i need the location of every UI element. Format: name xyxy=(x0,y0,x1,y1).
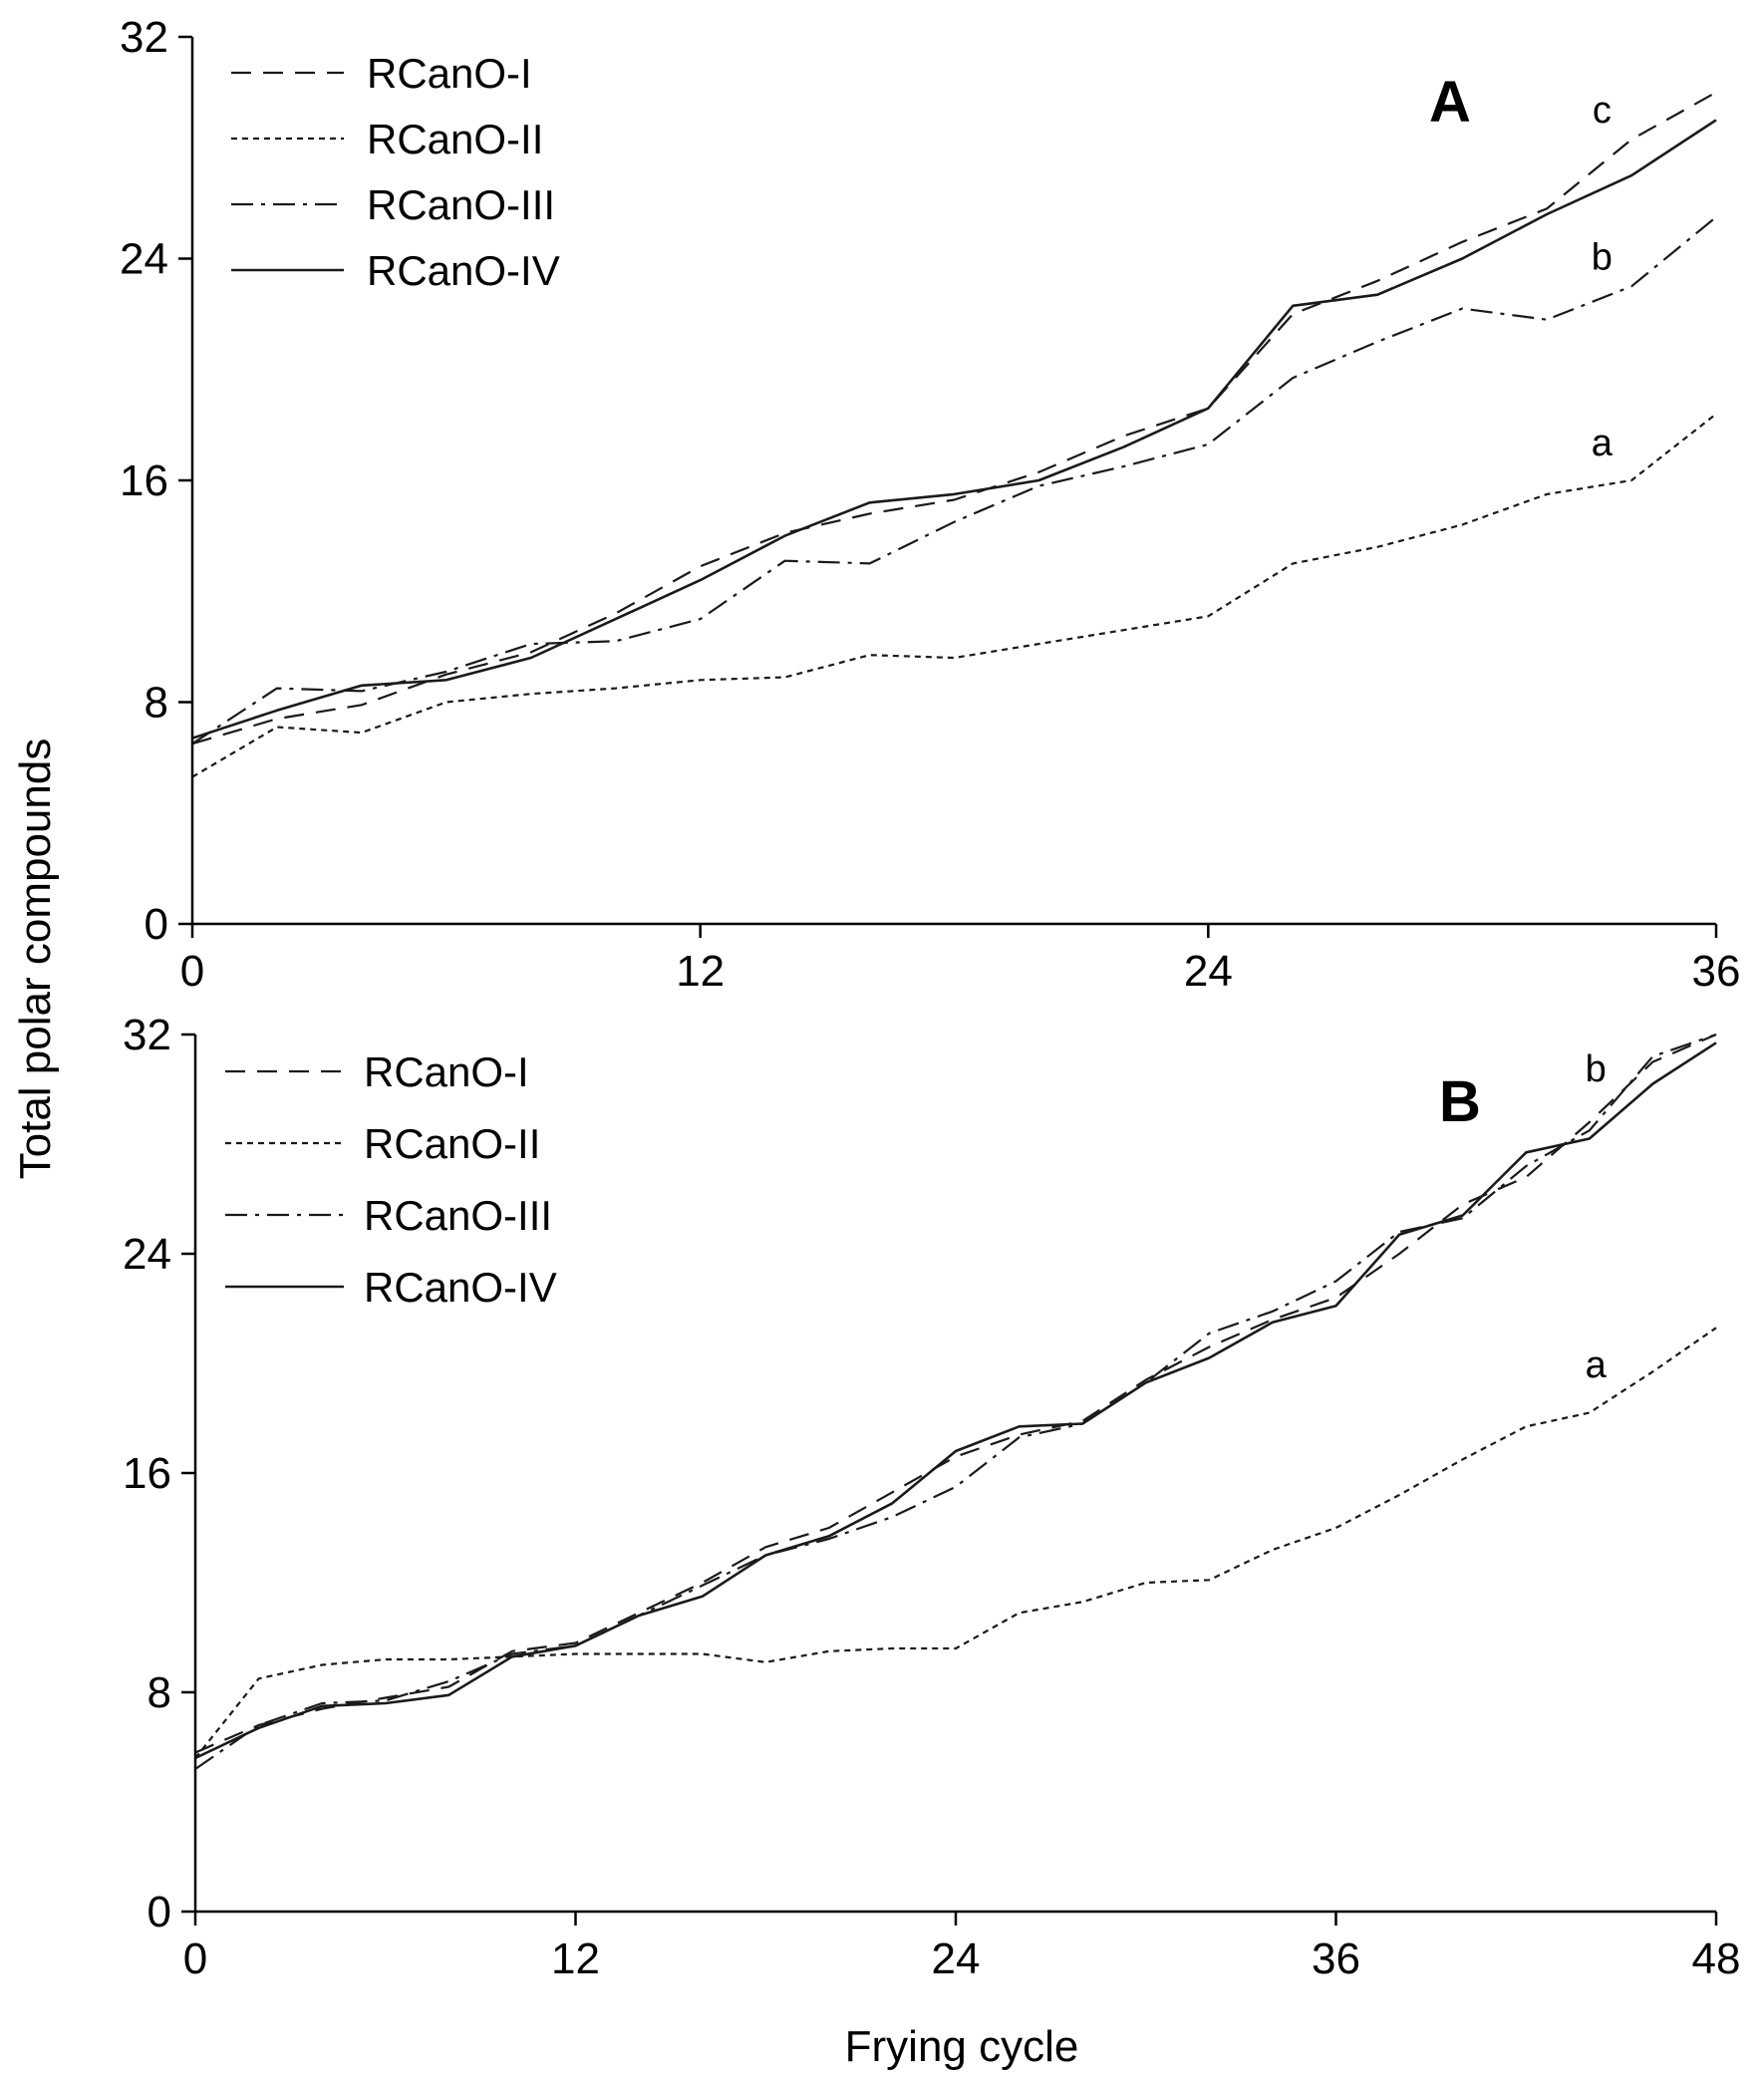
y-tick-label: 32 xyxy=(120,13,168,62)
x-tick-label: 24 xyxy=(932,1934,981,1983)
y-tick-label: 32 xyxy=(123,1011,171,1059)
y-tick-label: 24 xyxy=(120,235,168,284)
series-line-rcano-iii xyxy=(191,215,1717,745)
significance-letter-b: b xyxy=(1592,237,1613,279)
series-line-rcano-ii xyxy=(191,413,1717,778)
legend-label: RCanO-I xyxy=(364,1048,529,1095)
y-tick-label: 0 xyxy=(145,900,168,949)
legend-label: RCanO-II xyxy=(367,116,543,162)
series-line-rcano-iv xyxy=(191,119,1717,740)
series-line-rcano-iv xyxy=(194,1041,1717,1760)
legend-label: RCanO-IV xyxy=(364,1264,557,1311)
y-tick-label: 16 xyxy=(123,1449,171,1498)
y-tick-label: 16 xyxy=(120,456,168,505)
x-tick-label: 0 xyxy=(180,947,204,996)
y-tick-label: 8 xyxy=(145,679,168,728)
legend-label: RCanO-I xyxy=(367,50,532,97)
significance-letter-a: a xyxy=(1586,1344,1608,1386)
x-tick-label: 36 xyxy=(1692,947,1741,996)
x-tick-label: 12 xyxy=(676,947,725,996)
panel-label-b: B xyxy=(1439,1069,1481,1134)
significance-letter-a: a xyxy=(1592,423,1614,464)
legend-label: RCanO-IV xyxy=(367,247,560,294)
series-line-rcano-ii xyxy=(194,1327,1717,1759)
x-tick-label: 24 xyxy=(1184,947,1233,996)
legend-label: RCanO-II xyxy=(364,1120,540,1167)
x-tick-label: 36 xyxy=(1312,1934,1360,1983)
significance-letter-b: b xyxy=(1586,1048,1607,1090)
x-tick-label: 48 xyxy=(1692,1934,1741,1983)
y-axis-title: Total polar compounds xyxy=(11,739,60,1180)
legend-label: RCanO-III xyxy=(364,1192,552,1239)
series-line-rcano-i xyxy=(194,1033,1717,1754)
chart-panel-b: 0 8 16 24 32 0 12 24 36 48 B RCanO-I RCanO-II RCanO… xyxy=(123,1011,1740,1983)
significance-letter-c: c xyxy=(1593,90,1612,132)
x-tick-label: 12 xyxy=(551,1934,600,1983)
y-tick-label: 0 xyxy=(147,1888,171,1936)
y-tick-label: 24 xyxy=(123,1230,171,1279)
x-tick-label: 0 xyxy=(183,1934,207,1983)
chart-panel-a: 0 8 16 24 32 0 12 24 36 A RCanO-I RCanO-II RCanO-I… xyxy=(120,13,1740,996)
x-axis-title: Frying cycle xyxy=(845,2022,1079,2071)
y-tick-label: 8 xyxy=(147,1668,171,1717)
panel-label-a: A xyxy=(1429,70,1471,135)
legend-label: RCanO-III xyxy=(367,181,555,228)
series-line-rcano-i xyxy=(191,91,1717,745)
